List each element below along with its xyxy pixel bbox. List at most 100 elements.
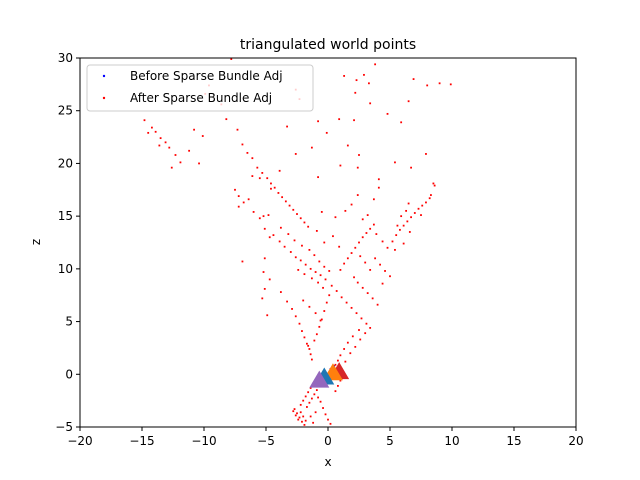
point-after bbox=[396, 224, 399, 227]
point-after bbox=[270, 187, 272, 190]
x-tick-label: −10 bbox=[191, 434, 216, 448]
point-after bbox=[313, 339, 316, 342]
point-after bbox=[430, 194, 432, 196]
point-after bbox=[354, 246, 357, 249]
point-after bbox=[303, 221, 306, 224]
point-after bbox=[293, 239, 296, 242]
point-after bbox=[358, 241, 360, 244]
point-after bbox=[410, 166, 412, 169]
point-after bbox=[340, 296, 343, 299]
point-after bbox=[292, 208, 295, 211]
point-after bbox=[312, 421, 315, 424]
point-after bbox=[159, 137, 162, 140]
point-after bbox=[294, 315, 297, 318]
point-after bbox=[313, 393, 316, 396]
point-after bbox=[201, 135, 204, 137]
point-after bbox=[353, 276, 355, 279]
point-after bbox=[294, 153, 297, 155]
point-after bbox=[298, 416, 301, 419]
point-after bbox=[309, 267, 312, 270]
point-after bbox=[369, 227, 372, 230]
point-after bbox=[426, 84, 429, 87]
y-axis-label: z bbox=[29, 239, 43, 245]
point-after bbox=[334, 216, 337, 219]
point-after bbox=[338, 118, 341, 121]
point-after bbox=[297, 269, 300, 271]
point-after bbox=[324, 278, 327, 281]
point-after bbox=[268, 236, 271, 239]
x-tick-label: 5 bbox=[386, 434, 394, 448]
point-after bbox=[366, 214, 369, 216]
point-after bbox=[310, 397, 313, 400]
x-tick-label: −15 bbox=[129, 434, 154, 448]
point-after bbox=[410, 216, 412, 219]
point-after bbox=[251, 175, 254, 177]
point-after bbox=[343, 262, 346, 265]
point-after bbox=[267, 214, 270, 216]
point-after bbox=[314, 271, 317, 273]
point-after bbox=[304, 395, 307, 398]
point-after bbox=[317, 176, 319, 179]
point-after bbox=[247, 198, 250, 201]
point-after bbox=[288, 204, 291, 207]
point-after bbox=[179, 161, 182, 164]
point-after bbox=[299, 259, 302, 262]
point-after bbox=[308, 348, 311, 350]
point-after bbox=[377, 178, 380, 181]
point-after bbox=[283, 245, 286, 248]
point-after bbox=[356, 166, 359, 169]
point-after bbox=[301, 244, 303, 247]
point-after bbox=[405, 209, 408, 212]
x-ticks: −20 −15 −10 −5 0 5 10 15 20 bbox=[67, 427, 584, 448]
point-after bbox=[353, 119, 355, 122]
point-after bbox=[384, 270, 386, 272]
point-after bbox=[319, 319, 322, 322]
point-after bbox=[322, 407, 324, 409]
point-after bbox=[299, 411, 302, 414]
point-after bbox=[154, 130, 157, 133]
point-after bbox=[319, 400, 322, 403]
point-after bbox=[262, 271, 265, 273]
point-after bbox=[339, 164, 342, 167]
point-after bbox=[304, 419, 307, 422]
x-tick-label: 15 bbox=[506, 434, 521, 448]
point-after bbox=[372, 198, 375, 201]
point-after bbox=[301, 420, 303, 423]
point-after bbox=[344, 360, 347, 363]
point-after bbox=[252, 211, 255, 213]
point-after bbox=[322, 286, 324, 289]
y-ticks: −5 0 5 10 15 20 25 30 bbox=[55, 51, 80, 434]
point-after bbox=[315, 333, 318, 336]
point-after bbox=[335, 290, 338, 292]
point-after bbox=[298, 322, 301, 325]
point-after bbox=[400, 121, 403, 124]
point-after bbox=[168, 146, 171, 149]
point-after bbox=[261, 172, 264, 174]
point-after bbox=[345, 301, 348, 304]
point-after bbox=[258, 217, 261, 220]
point-after bbox=[294, 414, 297, 417]
point-after bbox=[364, 332, 367, 335]
point-after bbox=[174, 154, 177, 156]
point-after bbox=[428, 197, 431, 200]
point-after bbox=[330, 284, 333, 287]
point-after bbox=[268, 278, 271, 281]
x-tick-label: −20 bbox=[67, 434, 92, 448]
point-after bbox=[364, 261, 367, 264]
point-after bbox=[281, 196, 284, 199]
point-after bbox=[417, 207, 420, 210]
point-after bbox=[438, 82, 441, 85]
point-after bbox=[338, 245, 341, 248]
point-after bbox=[374, 63, 377, 66]
point-after bbox=[391, 240, 394, 243]
point-after bbox=[306, 342, 308, 345]
point-after bbox=[432, 182, 435, 185]
point-after bbox=[306, 406, 308, 408]
point-after bbox=[339, 354, 342, 357]
point-after bbox=[266, 177, 269, 180]
point-after bbox=[394, 161, 396, 164]
point-after bbox=[346, 144, 349, 147]
point-after bbox=[343, 348, 346, 350]
point-after bbox=[303, 273, 306, 276]
